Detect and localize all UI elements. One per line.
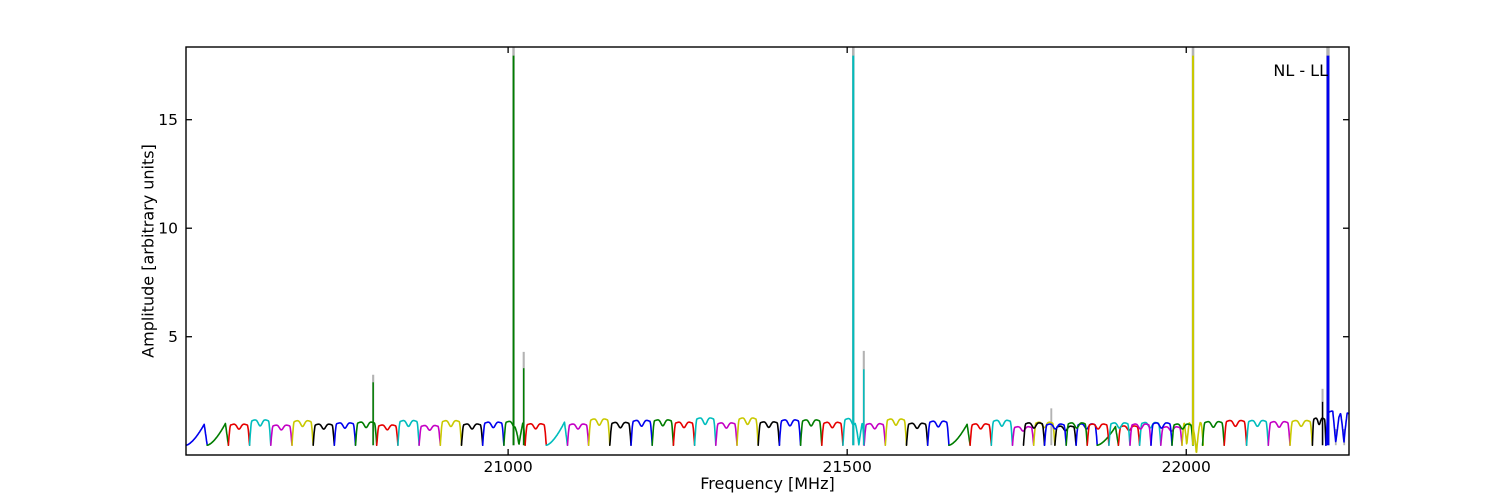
bandpass-hump — [545, 421, 569, 447]
bandpass-hump — [969, 423, 993, 447]
bandpass-hump — [1086, 423, 1110, 447]
bandpass-hump — [524, 422, 548, 447]
bandpass-hump — [799, 419, 823, 447]
y-tick-label: 15 — [158, 111, 178, 129]
bandpass-hump — [1245, 419, 1270, 447]
bandpass-hump — [1325, 410, 1349, 447]
bandpass-hump — [439, 419, 463, 447]
bandpass-hump — [397, 419, 420, 447]
bandpass-hump — [1171, 423, 1194, 447]
x-tick-label: 21500 — [823, 458, 872, 476]
axes-frame — [185, 46, 1350, 456]
bandpass-hump — [630, 419, 654, 447]
bandpass-hump — [672, 421, 696, 447]
bandpass-hump — [186, 423, 208, 447]
bandpass-hump — [1150, 422, 1173, 447]
bandpass-hump — [714, 422, 738, 447]
bandpass-hump — [1223, 419, 1248, 447]
x-tick-label: 21000 — [483, 458, 532, 476]
bandpass-hump — [1201, 420, 1225, 447]
baseline-polarization-label: NL - LL — [1273, 61, 1328, 80]
bandpass-hump — [1129, 423, 1152, 447]
bandpass-hump — [905, 422, 929, 447]
bandpass-hump — [651, 419, 675, 447]
bandpass-hump — [1043, 423, 1067, 447]
bandpass-hump — [693, 417, 717, 447]
bandpass-hump — [312, 423, 336, 447]
bandpass-hump — [863, 422, 887, 447]
bandpass-hump — [820, 421, 844, 447]
bandpass-hump — [1108, 422, 1131, 447]
bandpass-hump — [990, 419, 1014, 447]
x-tick-label: 22000 — [1162, 458, 1211, 476]
y-tick-label: 10 — [158, 220, 178, 238]
bandpass-hump — [778, 419, 802, 447]
bandpass-hump — [926, 420, 950, 447]
bandpass-hump — [1065, 422, 1088, 447]
bandpass-hump — [736, 417, 760, 447]
bandpass-hump — [1022, 422, 1046, 447]
bandpass-hump — [227, 423, 251, 447]
bandpass-hump — [1311, 417, 1327, 447]
y-tick-label: 5 — [168, 328, 178, 346]
bandpass-hump — [1032, 421, 1056, 447]
bandpass-hump — [481, 421, 505, 447]
bandpass-hump — [566, 423, 590, 447]
bandpass-hump — [1267, 420, 1291, 447]
plot-data-layer — [186, 47, 1349, 454]
bandpass-hump — [757, 421, 781, 447]
bandpass-hump — [269, 424, 293, 447]
bandpass-hump — [884, 418, 908, 447]
x-axis-label: Frequency [MHz] — [700, 474, 835, 493]
bandpass-hump — [1289, 419, 1314, 447]
bandpass-hump — [587, 418, 611, 447]
bandpass-hump — [608, 421, 632, 447]
bandpass-hump — [291, 419, 315, 447]
bandpass-hump — [418, 424, 442, 447]
bandpass-hump — [375, 424, 399, 447]
bandpass-hump — [333, 422, 357, 447]
y-axis-label: Amplitude [arbitrary units] — [138, 144, 158, 358]
bandpass-hump — [206, 422, 230, 447]
bandpass-hump — [948, 423, 971, 447]
bandpass-hump — [248, 419, 272, 447]
bandpass-hump — [1011, 425, 1035, 447]
bandpass-hump — [460, 423, 484, 447]
bandpass-hump — [503, 420, 526, 447]
